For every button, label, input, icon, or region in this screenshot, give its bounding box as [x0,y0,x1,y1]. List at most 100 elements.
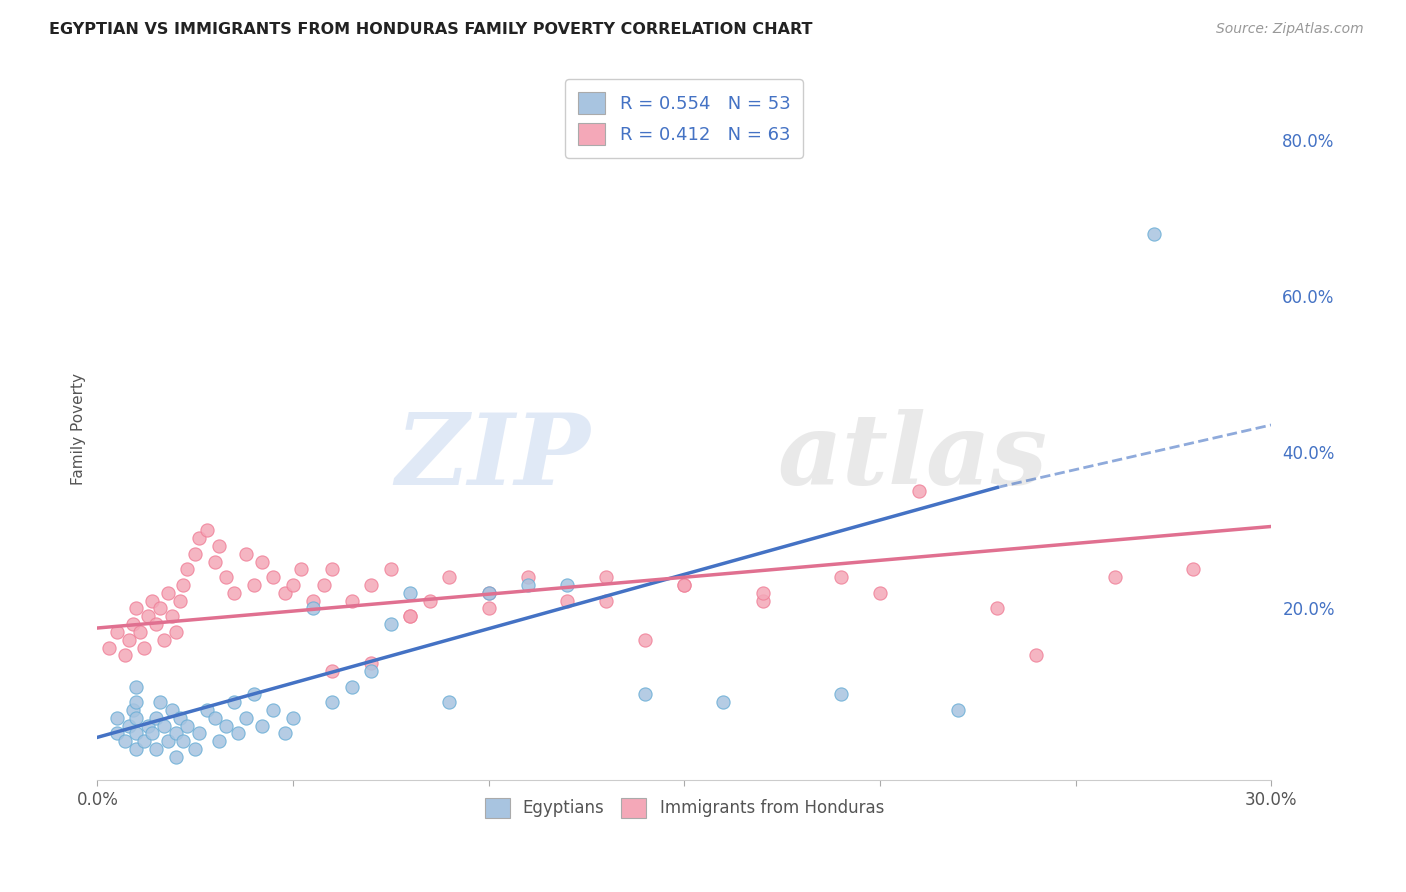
Point [184,742,207,756]
Point [751,593,773,607]
Point [145,617,167,632]
Point [595,570,617,584]
Point [125,695,148,709]
Point [215,718,238,732]
Point [281,578,304,592]
Point [478,601,501,615]
Point [204,555,226,569]
Point [114,648,136,663]
Point [195,703,218,717]
Point [986,601,1008,615]
Point [301,601,323,615]
Point [98,640,121,655]
Point [125,726,148,740]
Point [118,632,141,647]
Point [129,624,152,639]
Point [149,601,172,615]
Point [555,578,578,592]
Point [262,570,284,584]
Point [136,718,159,732]
Point [141,593,163,607]
Point [290,562,312,576]
Point [634,687,657,701]
Point [134,640,156,655]
Point [176,718,198,732]
Point [360,578,382,592]
Y-axis label: Family Poverty: Family Poverty [72,373,86,485]
Point [321,695,343,709]
Point [419,593,441,607]
Point [145,742,167,756]
Point [1181,562,1204,576]
Point [224,586,246,600]
Legend: Egyptians, Immigrants from Honduras: Egyptians, Immigrants from Honduras [478,791,890,825]
Point [165,750,187,764]
Point [360,656,382,670]
Point [172,578,194,592]
Point [439,570,461,584]
Point [134,734,156,748]
Point [946,703,969,717]
Point [478,586,501,600]
Point [204,711,226,725]
Point [595,593,617,607]
Point [673,578,696,592]
Point [262,703,284,717]
Point [830,570,852,584]
Point [105,624,128,639]
Point [208,539,231,553]
Point [165,726,187,740]
Point [908,484,931,499]
Point [208,734,231,748]
Point [340,680,363,694]
Point [1104,570,1126,584]
Text: ZIP: ZIP [395,409,591,505]
Point [105,711,128,725]
Point [321,664,343,678]
Point [184,547,207,561]
Point [673,578,696,592]
Point [118,718,141,732]
Point [478,586,501,600]
Point [380,617,402,632]
Point [235,547,257,561]
Point [153,718,176,732]
Point [1025,648,1047,663]
Point [149,695,172,709]
Point [153,632,176,647]
Point [274,726,297,740]
Point [321,562,343,576]
Point [711,695,734,709]
Point [169,593,191,607]
Point [830,687,852,701]
Point [751,586,773,600]
Point [169,711,191,725]
Point [340,593,363,607]
Point [215,570,238,584]
Text: EGYPTIAN VS IMMIGRANTS FROM HONDURAS FAMILY POVERTY CORRELATION CHART: EGYPTIAN VS IMMIGRANTS FROM HONDURAS FAM… [49,22,813,37]
Point [555,593,578,607]
Point [125,742,148,756]
Point [176,562,198,576]
Point [160,703,183,717]
Point [188,531,211,545]
Point [516,578,538,592]
Point [281,711,304,725]
Point [439,695,461,709]
Point [125,680,148,694]
Point [125,601,148,615]
Text: Source: ZipAtlas.com: Source: ZipAtlas.com [1216,22,1364,37]
Point [399,586,422,600]
Point [634,632,657,647]
Point [121,703,143,717]
Point [165,624,187,639]
Point [516,570,538,584]
Point [360,664,382,678]
Point [156,586,179,600]
Point [195,524,218,538]
Point [243,578,266,592]
Point [314,578,336,592]
Point [188,726,211,740]
Point [224,695,246,709]
Point [243,687,266,701]
